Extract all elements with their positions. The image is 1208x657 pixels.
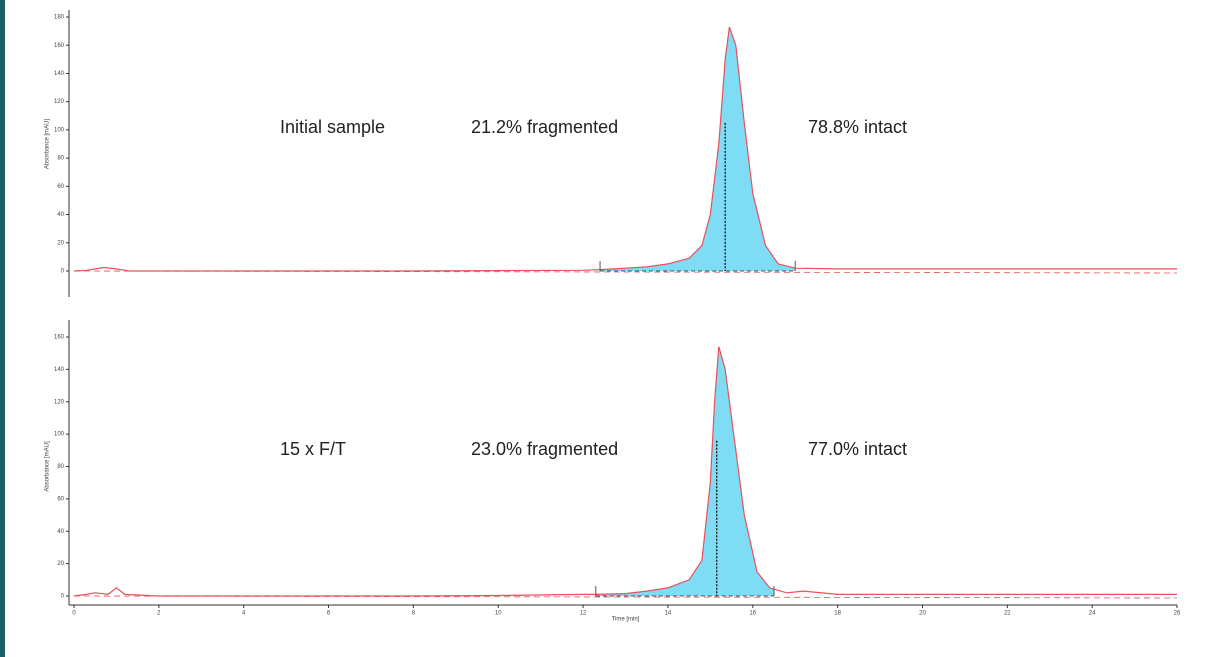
annotation: 77.0% intact <box>808 439 907 459</box>
y-axis-label: Absorbance [mAU] <box>45 441 51 492</box>
x-tick-label: 14 <box>665 611 672 617</box>
side-bar <box>0 0 5 657</box>
y-tick-label: 160 <box>54 335 65 341</box>
annotation: Initial sample <box>280 117 385 137</box>
y-tick-label: 20 <box>57 240 64 246</box>
y-tick-label: 160 <box>54 43 65 49</box>
annotation: 15 x F/T <box>280 439 346 459</box>
y-tick-label: 120 <box>54 399 65 405</box>
x-tick-label: 26 <box>1174 611 1181 617</box>
y-tick-label: 60 <box>57 184 64 190</box>
annotation: 21.2% fragmented <box>471 117 618 137</box>
y-tick-label: 140 <box>54 367 65 373</box>
y-tick-label: 140 <box>54 71 65 77</box>
x-tick-label: 8 <box>412 611 416 617</box>
y-axis-label: Absorbance [mAU] <box>45 118 51 169</box>
y-tick-label: 100 <box>54 432 65 438</box>
y-tick-label: 60 <box>57 496 64 502</box>
x-tick-label: 12 <box>580 611 587 617</box>
signal-line <box>73 26 1177 272</box>
y-tick-label: 180 <box>54 15 65 21</box>
y-tick-label: 80 <box>57 464 64 470</box>
y-tick-label: 0 <box>61 269 65 275</box>
x-tick-label: 6 <box>327 611 331 617</box>
peak-area <box>595 346 774 596</box>
y-tick-label: 0 <box>61 594 65 600</box>
x-tick-label: 0 <box>72 611 76 617</box>
y-tick-label: 20 <box>57 561 64 567</box>
signal-line <box>73 346 1177 597</box>
x-tick-label: 18 <box>834 611 841 617</box>
x-tick-label: 10 <box>495 611 502 617</box>
y-tick-label: 100 <box>54 127 65 133</box>
x-axis-label: Time [min] <box>612 617 640 623</box>
y-tick-label: 80 <box>57 156 64 162</box>
y-tick-label: 40 <box>57 212 64 218</box>
annotation: 78.8% intact <box>808 117 907 137</box>
x-tick-label: 24 <box>1089 611 1096 617</box>
annotation: 23.0% fragmented <box>471 439 618 459</box>
y-tick-label: 120 <box>54 99 65 105</box>
x-tick-label: 22 <box>1004 611 1011 617</box>
y-tick-label: 40 <box>57 529 64 535</box>
x-tick-label: 16 <box>749 611 756 617</box>
x-tick-label: 2 <box>157 611 161 617</box>
x-tick-label: 4 <box>242 611 246 617</box>
x-tick-label: 20 <box>919 611 926 617</box>
peak-area <box>600 26 796 271</box>
